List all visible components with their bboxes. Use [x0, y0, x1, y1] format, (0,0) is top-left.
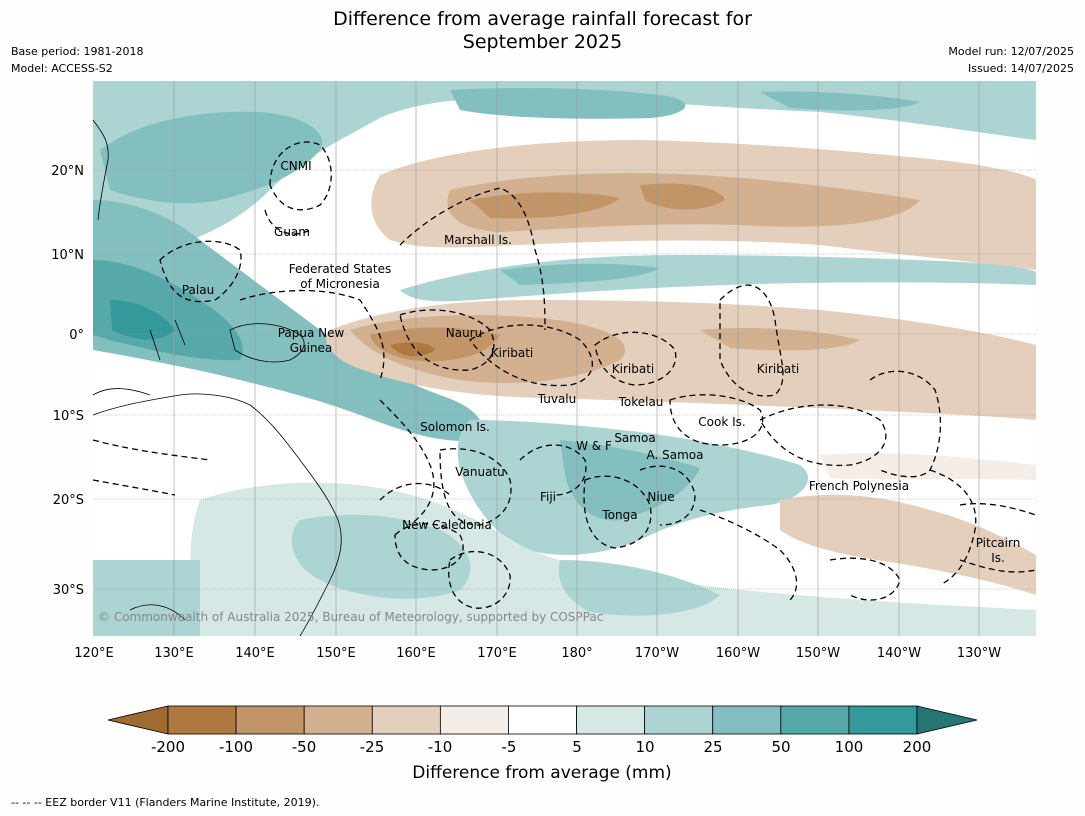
colorbar-tick: 25	[703, 738, 722, 756]
place-label-fiji: Fiji	[540, 490, 556, 504]
place-label-cnmi: CNMI	[280, 159, 311, 173]
lat-label: 20°N	[51, 164, 84, 179]
colorbar-swatch	[235, 705, 305, 735]
place-label-fsm-1: Federated States	[289, 262, 391, 276]
place-label-kiribati-central: Kiribati	[612, 362, 654, 376]
model-name: Model: ACCESS-S2	[11, 62, 113, 75]
colorbar-swatch	[167, 705, 237, 735]
colorbar-tick: 50	[771, 738, 790, 756]
colorbar-arrow-high	[916, 705, 978, 735]
meta-right: Model run: 12/07/2025 Issued: 14/07/2025	[948, 43, 1074, 77]
teal-north-dark	[100, 111, 322, 204]
place-labels: CNMI Guam Marshall Is. Federated States …	[182, 159, 1020, 565]
eez-footnote: -- -- -- EEZ border V11 (Flanders Marine…	[11, 796, 320, 809]
colorbar-swatch	[780, 705, 850, 735]
teal-west	[93, 200, 483, 441]
lon-label: 160°W	[716, 646, 760, 661]
colorbar-boxes	[167, 705, 918, 735]
colorbar-swatch	[371, 705, 441, 735]
title-line-2: September 2025	[462, 31, 623, 53]
colorbar-title: Difference from average (mm)	[412, 763, 671, 783]
eez-borders	[92, 141, 1037, 609]
lat-label: 10°S	[53, 409, 84, 424]
colorbar-swatch	[848, 705, 918, 735]
place-label-solomon: Solomon Is.	[420, 420, 490, 434]
colorbar-swatch	[439, 705, 509, 735]
place-label-niue: Niue	[647, 490, 674, 504]
colorbar-swatch	[576, 705, 646, 735]
colorbar-tick: -100	[219, 738, 253, 756]
place-label-samoa: Samoa	[614, 431, 655, 445]
place-label-cook: Cook Is.	[698, 415, 745, 429]
forecast-map: 120°E 130°E 140°E 150°E 160°E 170°E 180°…	[51, 81, 1037, 783]
lat-label: 10°N	[51, 248, 84, 263]
lon-label: 140°W	[877, 646, 921, 661]
place-label-wallis-futuna: W & F	[576, 439, 612, 453]
colorbar-swatch	[712, 705, 782, 735]
place-label-vanuatu: Vanuatu	[455, 465, 505, 479]
place-label-fsm-2: of Micronesia	[300, 277, 380, 291]
place-label-marshall: Marshall Is.	[444, 233, 512, 247]
lon-label: 150°W	[796, 646, 840, 661]
colorbar-tick: 10	[635, 738, 654, 756]
lon-label: 120°E	[74, 646, 114, 661]
meta-left: Base period: 1981-2018 Model: ACCESS-S2	[11, 43, 143, 77]
place-label-nauru: Nauru	[446, 326, 482, 340]
colorbar-tick: -50	[292, 738, 317, 756]
colorbar-tick: -25	[360, 738, 385, 756]
lon-label: 130°E	[154, 646, 194, 661]
colorbar-tick: 200	[903, 738, 932, 756]
place-label-guam: Guam	[274, 225, 310, 239]
place-label-french-polynesia: French Polynesia	[809, 479, 909, 493]
colorbar-tick: -200	[151, 738, 185, 756]
longitude-labels: 120°E 130°E 140°E 150°E 160°E 170°E 180°…	[74, 646, 1001, 661]
place-label-tonga: Tonga	[601, 508, 637, 522]
colorbar: -200 -100 -50 -25 -10 -5 5 10 25 50 100 …	[107, 705, 978, 783]
colorbar-swatch	[303, 705, 373, 735]
lon-label: 180°	[561, 646, 592, 661]
brown-southeast	[780, 494, 1036, 595]
place-label-pitcairn-2: Is.	[991, 551, 1005, 565]
place-label-tokelau: Tokelau	[618, 395, 664, 409]
place-label-new-caledonia: New Caledonia	[402, 518, 492, 532]
place-label-pitcairn-1: Pitcairn	[976, 536, 1021, 550]
colorbar-swatch	[508, 705, 577, 735]
base-period: Base period: 1981-2018	[11, 45, 144, 58]
place-label-palau: Palau	[182, 283, 214, 297]
rainfall-field	[93, 81, 1036, 636]
colorbar-swatch	[644, 705, 714, 735]
lon-label: 150°E	[316, 646, 356, 661]
lon-label: 130°W	[957, 646, 1001, 661]
copyright-notice: © Commonwealth of Australia 2025, Bureau…	[98, 610, 603, 624]
colorbar-tick: 100	[835, 738, 864, 756]
lon-label: 160°E	[396, 646, 436, 661]
place-label-tuvalu: Tuvalu	[537, 392, 577, 406]
chart-title: Difference from average rainfall forecas…	[0, 8, 1085, 54]
model-run: Model run: 12/07/2025	[948, 45, 1074, 58]
graticule	[93, 81, 1036, 636]
colorbar-arrow-low	[107, 705, 169, 735]
lat-label: 30°S	[53, 583, 84, 598]
place-label-kiribati-west: Kiribati	[491, 346, 533, 360]
latitude-labels: 20°N 10°N 0° 10°S 20°S 30°S	[51, 164, 84, 598]
place-label-american-samoa: A. Samoa	[647, 448, 704, 462]
lon-label: 170°E	[477, 646, 517, 661]
lon-label: 170°W	[635, 646, 679, 661]
coastlines	[92, 119, 342, 637]
lat-label: 20°S	[53, 493, 84, 508]
colorbar-tick: -10	[428, 738, 453, 756]
lat-label: 0°	[69, 328, 84, 343]
issued-date: Issued: 14/07/2025	[967, 62, 1074, 75]
colorbar-tick: -5	[502, 738, 517, 756]
teal-north	[93, 81, 1036, 262]
place-label-kiribati-east: Kiribati	[757, 362, 799, 376]
colorbar-tick: 5	[572, 738, 582, 756]
place-label-png-1: Papua New	[278, 326, 345, 340]
place-label-png-2: Guinea	[290, 341, 333, 355]
title-line-1: Difference from average rainfall forecas…	[333, 8, 752, 30]
lon-label: 140°E	[235, 646, 275, 661]
